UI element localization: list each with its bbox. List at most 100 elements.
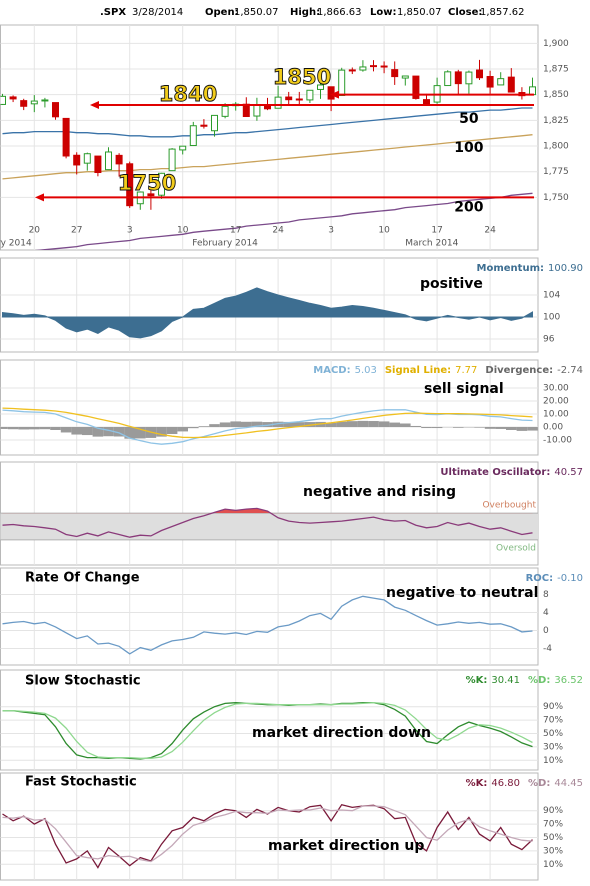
candle-body <box>201 125 207 126</box>
candle-body <box>95 156 101 172</box>
annotation: market direction up <box>268 838 424 854</box>
readout-label: %D: <box>528 675 550 686</box>
y-tick-label: 0.00 <box>543 423 563 433</box>
histogram-bar <box>517 427 528 431</box>
histogram-bar <box>209 424 220 427</box>
histogram-bar <box>453 427 464 428</box>
readout-value: 40.57 <box>554 467 583 478</box>
ma-label: 50 <box>459 111 479 127</box>
candle-body <box>360 67 366 70</box>
panel-title: Rate Of Change <box>25 571 140 586</box>
y-tick-label: 20.00 <box>543 397 569 407</box>
candle-body <box>0 96 6 104</box>
y-tick-label: 1,900 <box>543 39 569 49</box>
y-tick-label: 10.00 <box>543 410 569 420</box>
readout-value: 100.90 <box>548 263 583 274</box>
panel-frame <box>1 25 539 250</box>
candle-body <box>180 146 186 150</box>
readout: Momentum: 100.90 <box>477 263 583 274</box>
date: 3/28/2014 <box>132 7 183 18</box>
annotation: sell signal <box>424 381 504 397</box>
level-label: 1840 <box>159 82 217 106</box>
histogram-bar <box>241 422 252 427</box>
histogram-bar <box>8 427 19 429</box>
x-tick-label: 27 <box>71 226 82 236</box>
symbol: .SPX <box>100 7 126 18</box>
histogram-bar <box>400 423 411 427</box>
histogram-bar <box>230 421 241 427</box>
candle-body <box>63 118 69 156</box>
y-tick-label: 1,775 <box>543 167 569 177</box>
candle-body <box>424 100 430 104</box>
y-tick-label: 90% <box>543 806 563 816</box>
readout-label: %K: <box>466 778 488 789</box>
candle-body <box>530 87 536 95</box>
panel: 1,7501,7751,8001,8251,8501,8751,90050100… <box>0 25 569 255</box>
x-tick-label: 3 <box>328 226 334 236</box>
readout-label: %K: <box>466 675 488 686</box>
candle-body <box>10 97 16 99</box>
level-label: 1850 <box>273 65 331 89</box>
histogram-bar <box>379 421 390 427</box>
histogram-bar <box>474 427 485 428</box>
x-tick-label: 17 <box>230 226 241 236</box>
histogram-bar <box>0 427 8 429</box>
field-value: 1,850.07 <box>234 7 279 18</box>
x-tick-label: 10 <box>378 226 390 236</box>
y-tick-label: 30% <box>543 846 563 856</box>
month-label: March 2014 <box>405 239 458 249</box>
panel-title: Fast Stochastic <box>25 775 137 790</box>
candle-body <box>169 149 175 171</box>
band-label: Oversold <box>496 543 536 553</box>
candle-body <box>254 105 260 116</box>
y-tick-label: 1,850 <box>543 90 569 100</box>
y-tick-label: 90% <box>543 702 563 712</box>
candle-body <box>84 154 90 163</box>
annotation: market direction down <box>252 725 431 741</box>
histogram-bar <box>61 427 72 432</box>
field-label: High: <box>290 7 320 18</box>
histogram-bar <box>40 427 51 429</box>
x-tick-label: 17 <box>431 226 442 236</box>
readout-label: Signal Line: <box>385 365 451 376</box>
histogram-bar <box>527 427 538 431</box>
readout-label: Divergence: <box>485 365 553 376</box>
histogram-bar <box>421 427 432 428</box>
histogram-bar <box>82 427 93 435</box>
y-tick-label: -10.00 <box>543 436 572 446</box>
histogram-bar <box>50 427 61 430</box>
candle-body <box>42 100 48 101</box>
panel-title: Slow Stochastic <box>25 674 141 689</box>
y-tick-label: 1,875 <box>543 65 569 75</box>
y-tick-label: 10% <box>543 756 563 766</box>
readout-value: 46.80 <box>491 778 520 789</box>
candle-body <box>286 97 292 100</box>
field-value: 1,857.62 <box>480 7 525 18</box>
readout-value: 5.03 <box>355 365 377 376</box>
histogram-bar <box>347 421 358 427</box>
candle-body <box>508 77 514 92</box>
y-tick-label: 0 <box>543 626 549 636</box>
histogram-bar <box>485 427 496 429</box>
month-label: February 2014 <box>192 239 258 249</box>
candle-body <box>222 106 228 116</box>
candle-body <box>371 66 377 67</box>
readout-label: Momentum: <box>477 263 544 274</box>
y-tick-label: 8 <box>543 590 549 600</box>
candle-body <box>466 72 472 84</box>
candle-body <box>74 155 80 165</box>
field-label: Close: <box>448 7 482 18</box>
candle-body <box>275 97 281 108</box>
readout-value: 36.52 <box>554 675 583 686</box>
candle-body <box>106 152 112 170</box>
y-tick-label: 104 <box>543 291 560 301</box>
histogram-bar <box>432 427 443 428</box>
field-value: 1,850.07 <box>397 7 442 18</box>
histogram-bar <box>495 427 506 429</box>
ma-label: 200 <box>454 199 483 215</box>
histogram-bar <box>199 426 210 427</box>
readout: Ultimate Oscillator:40.57 <box>440 467 583 478</box>
